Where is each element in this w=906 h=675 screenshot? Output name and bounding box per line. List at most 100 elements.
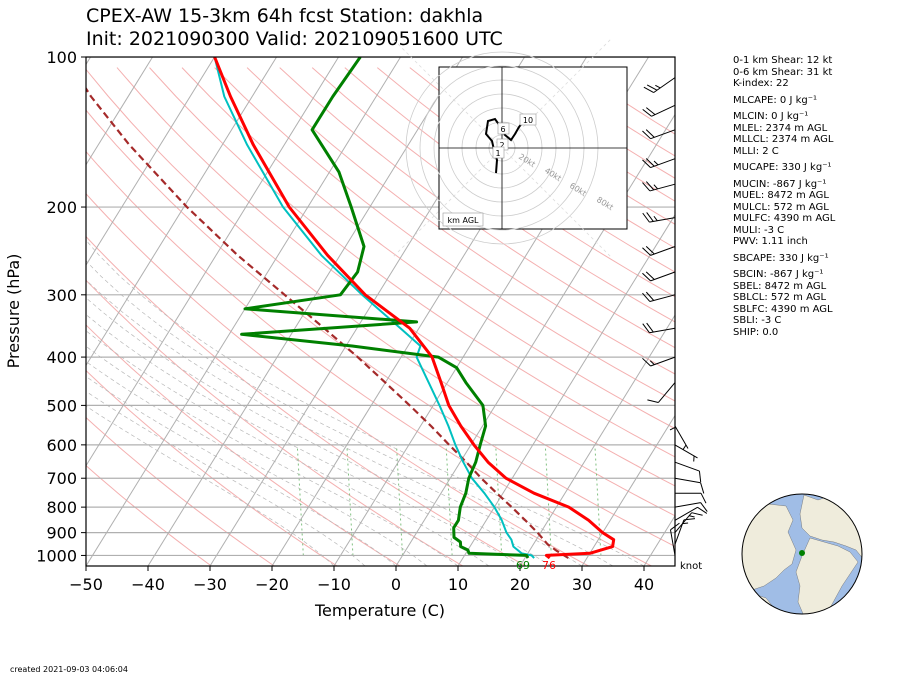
barb-full bbox=[642, 247, 651, 256]
dry-adiabat bbox=[86, 369, 338, 566]
globe-outline bbox=[741, 493, 863, 615]
barb-full bbox=[642, 272, 651, 282]
stat-line: 0-6 km Shear: 31 kt bbox=[733, 66, 833, 78]
stat-line: MUEL: 8472 m AGL bbox=[733, 190, 829, 201]
x-tick-label-40: 40 bbox=[634, 575, 654, 594]
barb-half bbox=[682, 444, 687, 450]
x-tick-label-10: 10 bbox=[448, 575, 468, 594]
hodo-height-2: 2 bbox=[499, 141, 504, 150]
hodograph-diagonal bbox=[391, 37, 503, 149]
x-axis: −50 −40 −30 −20 −10 0 10 20 30 40 bbox=[69, 566, 654, 594]
isotherm bbox=[581, 414, 675, 566]
y-tick-label-300: 300 bbox=[46, 286, 77, 305]
stat-line: MLEL: 2374 m AGL bbox=[733, 122, 828, 134]
wind-barb-700 bbox=[674, 477, 705, 494]
stat-line: MLLCL: 2374 m AGL bbox=[733, 134, 834, 145]
y-axis: 100 200 300 400 500 600 700 800 900 1000 bbox=[36, 48, 86, 565]
stat-line: MLCIN: 0 J kg⁻¹ bbox=[733, 111, 809, 122]
barb-staff bbox=[674, 444, 698, 459]
wind-barb-180 bbox=[642, 181, 676, 192]
y-tick-label-700: 700 bbox=[46, 469, 77, 488]
barb-full bbox=[647, 399, 659, 404]
x-tick-label-30: 30 bbox=[572, 575, 592, 594]
isotherm bbox=[395, 113, 675, 566]
hodo-height-10: 10 bbox=[523, 116, 533, 125]
barb-staff bbox=[674, 506, 698, 521]
barb-full bbox=[642, 130, 651, 140]
barb-staff bbox=[649, 183, 676, 192]
isotherm bbox=[86, 57, 277, 367]
wind-barb-500 bbox=[669, 405, 676, 432]
chart-title-line1: CPEX-AW 15-3km 64h fcst Station: dakhla bbox=[86, 5, 484, 27]
stat-line: SBCAPE: 330 J kg⁻¹ bbox=[733, 252, 829, 264]
hodograph-unit-label: km AGL bbox=[448, 216, 480, 225]
y-tick-label-800: 800 bbox=[46, 498, 77, 517]
isotherm bbox=[86, 57, 153, 166]
wind-barb-350 bbox=[642, 322, 676, 334]
dewpoint-profile bbox=[240, 57, 530, 559]
dry-adiabat bbox=[311, 67, 675, 323]
wind-barb-240 bbox=[642, 245, 676, 256]
barb-full bbox=[670, 522, 680, 531]
wind-unit-label: knot bbox=[680, 561, 702, 572]
station-marker bbox=[799, 550, 805, 556]
barb-half bbox=[689, 515, 695, 518]
barb-full bbox=[642, 323, 650, 334]
parcel-profile bbox=[86, 86, 569, 559]
dry-adiabat bbox=[116, 67, 675, 487]
stat-line: K-index: 22 bbox=[733, 78, 789, 89]
x-tick-label-20: 20 bbox=[510, 575, 530, 594]
wind-barb-450 bbox=[647, 382, 676, 404]
dry-adiabat bbox=[376, 67, 675, 273]
dry-adiabat bbox=[246, 67, 675, 375]
barb-full bbox=[646, 212, 654, 222]
dry-adiabat bbox=[86, 192, 589, 566]
x-tick-label--10: −10 bbox=[317, 575, 351, 594]
barb-staff bbox=[649, 217, 676, 223]
stat-line: MULCL: 572 m AGL bbox=[733, 201, 829, 213]
mixing-ratio-line bbox=[346, 444, 354, 556]
location-globe bbox=[741, 493, 863, 615]
barb-full bbox=[645, 181, 655, 191]
isotherm bbox=[519, 314, 675, 566]
y-tick-label-200: 200 bbox=[46, 198, 77, 217]
wind-barb-210 bbox=[642, 212, 676, 223]
dry-adiabat bbox=[86, 279, 464, 566]
hodograph-diagonal bbox=[501, 37, 613, 149]
barb-staff bbox=[674, 512, 693, 533]
stat-line: MUCIN: -867 J kg⁻¹ bbox=[733, 178, 827, 190]
barb-staff bbox=[674, 425, 689, 449]
barb-half bbox=[669, 426, 676, 431]
wind-barb-125 bbox=[642, 104, 676, 117]
barb-staff bbox=[674, 477, 701, 484]
barb-staff bbox=[650, 356, 676, 367]
wind-barb-160 bbox=[642, 158, 676, 169]
barb-full bbox=[642, 182, 651, 192]
wind-barb-140 bbox=[642, 129, 676, 140]
barb-full bbox=[645, 291, 655, 301]
barb-half bbox=[682, 522, 689, 525]
wetbulb-profile bbox=[213, 57, 535, 559]
moist-adiabat bbox=[86, 260, 614, 566]
barb-staff bbox=[669, 529, 676, 556]
x-tick-label--40: −40 bbox=[131, 575, 165, 594]
x-tick-label--20: −20 bbox=[255, 575, 289, 594]
x-tick-label--50: −50 bbox=[69, 575, 103, 594]
barb-full bbox=[645, 158, 655, 167]
dry-adiabat bbox=[279, 67, 675, 349]
barb-half bbox=[653, 184, 658, 190]
barb-full bbox=[645, 107, 656, 115]
plot-frame bbox=[85, 56, 676, 567]
stat-line: SBEL: 8472 m AGL bbox=[733, 280, 827, 292]
stat-line: 0-1 km Shear: 12 kt bbox=[733, 55, 833, 66]
moist-adiabat bbox=[86, 390, 366, 566]
barb-staff bbox=[650, 129, 676, 140]
stat-line: SBCIN: -867 J kg⁻¹ bbox=[733, 269, 824, 280]
wind-barb-600 bbox=[674, 444, 698, 462]
barb-full bbox=[646, 84, 658, 91]
moist-adiabat bbox=[86, 405, 335, 566]
barb-half bbox=[653, 160, 659, 166]
profile-curves bbox=[86, 57, 616, 560]
dry-adiabat bbox=[214, 67, 675, 402]
mixing-ratio-line bbox=[296, 444, 304, 556]
